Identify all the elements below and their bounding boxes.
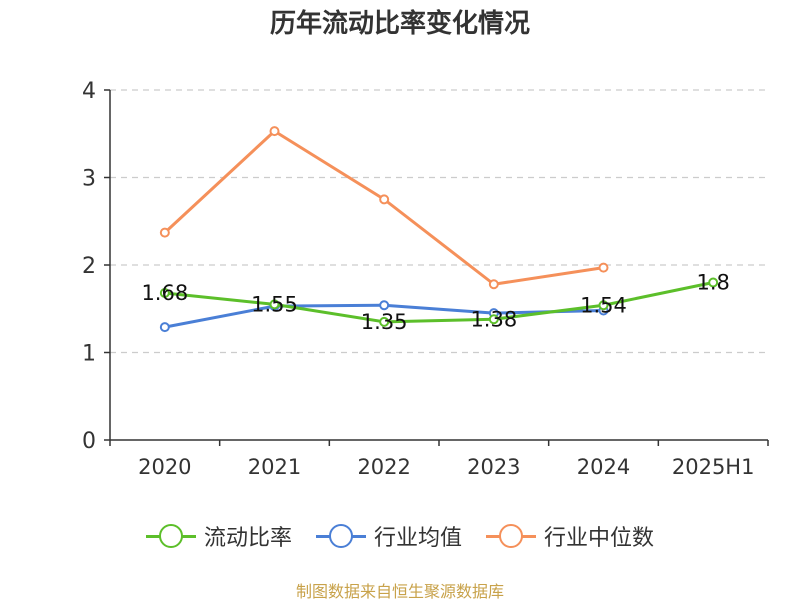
data-label: 1.68	[141, 281, 188, 305]
data-point	[379, 194, 390, 205]
data-label-layer: 1.68 1.55 1.35 1.38 1.54 1.8	[141, 271, 729, 334]
data-point	[379, 300, 390, 311]
y-tick-label: 0	[82, 429, 96, 454]
y-tick-label: 3	[82, 167, 96, 192]
axis-layer: 0 1 2 3 4 2020 2021 2022 2023 2024 2025H1	[82, 79, 769, 479]
x-tick-label: 2020	[138, 455, 191, 479]
legend-swatch-icon	[145, 522, 196, 550]
source-note: 制图数据来自恒生聚源数据库	[295, 582, 504, 601]
data-point	[269, 299, 280, 310]
data-point	[159, 322, 170, 333]
series-line	[163, 129, 605, 286]
data-label: 1.8	[696, 271, 729, 295]
legend-swatch-icon	[315, 522, 366, 550]
data-label: 1.55	[251, 292, 298, 316]
chart-title: 历年流动比率变化情况	[269, 9, 530, 39]
data-point	[269, 126, 280, 137]
x-tick-label: 2023	[467, 455, 520, 479]
data-label: 1.35	[361, 310, 408, 334]
y-tick-label: 1	[82, 342, 96, 367]
data-point	[379, 316, 390, 327]
data-point	[159, 227, 170, 238]
legend-swatch-icon	[486, 522, 536, 550]
y-tick-label: 2	[82, 254, 96, 279]
series-line	[163, 281, 715, 324]
legend: 流动比率 行业均值 行业中位数	[0, 520, 800, 552]
x-tick-label: 2022	[357, 455, 410, 479]
data-label: 1.38	[470, 307, 517, 331]
y-tick-label: 4	[82, 79, 96, 104]
data-point	[488, 314, 499, 325]
series-layer	[159, 126, 719, 333]
data-point	[598, 300, 609, 311]
data-point	[598, 262, 609, 273]
x-tick-label: 2025H1	[672, 455, 755, 479]
legend-item[interactable]: 流动比率	[145, 520, 292, 552]
legend-label: 流动比率	[203, 526, 292, 551]
data-point	[488, 279, 499, 290]
legend-item[interactable]: 行业中位数	[486, 520, 654, 552]
legend-label: 行业均值	[373, 526, 462, 551]
data-point	[708, 277, 719, 288]
grid-layer	[110, 89, 768, 354]
x-tick-label: 2021	[248, 455, 301, 479]
legend-item[interactable]: 行业均值	[315, 520, 462, 552]
data-label: 1.54	[580, 293, 627, 317]
data-point	[159, 288, 170, 298]
legend-label: 行业中位数	[544, 526, 655, 551]
x-tick-label: 2024	[577, 455, 630, 479]
